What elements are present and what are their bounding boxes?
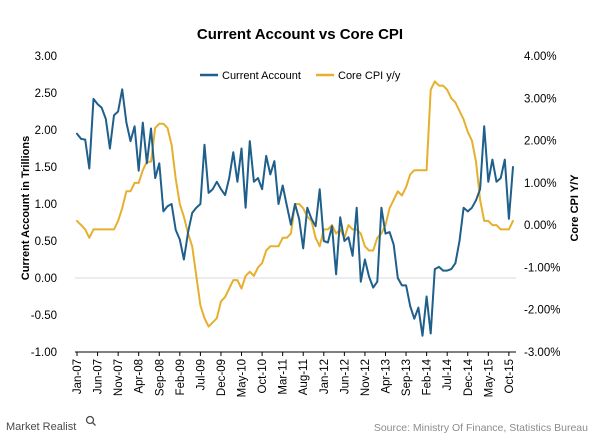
chart-title: Current Account vs Core CPI [197,26,403,43]
series-line-current-account [76,88,514,337]
x-tick-label: Aug-11 [298,359,310,395]
x-tick-label: Nov-12 [360,359,372,396]
x-tick-label: Jan-12 [319,359,331,394]
left-axis-ticks: 3.00 2.50 2.00 1.50 1.00 0.50 0.00 -0.50 -1.00 [31,51,57,359]
left-tick-label: 1.00 [35,199,57,211]
source-note: Source: Ministry Of Finance, Statistics … [374,422,588,434]
left-tick-label: 1.50 [35,162,57,174]
x-tick-label: Mar-11 [278,359,290,395]
left-axis-title: Current Account in Trillions [20,136,32,280]
x-tick-label: Sep-08 [154,359,166,396]
left-tick-label: 2.00 [35,125,57,137]
market-realist-logo: Market Realist [6,415,96,433]
x-tick-label: Jul-14 [442,358,454,390]
series-lines [76,80,514,337]
x-tick-label: Feb-14 [422,358,434,395]
x-tick-label: Apr-13 [380,359,392,394]
x-tick-label: Oct-10 [257,359,269,394]
x-tick-label: Jul-09 [195,359,207,390]
right-tick-label: -1.00% [524,262,560,274]
legend-label-current-account: Current Account [222,70,301,82]
magnifier-icon [85,415,96,426]
right-tick-label: -2.00% [524,305,560,317]
x-tick-label: Sep-13 [401,359,413,396]
right-axis-title: Core CPI Y/Y [569,174,581,242]
right-tick-label: 3.00% [524,93,557,105]
x-tick-label: Jan-07 [72,359,84,394]
left-tick-label: -0.50 [31,310,57,322]
x-tick-label: Jun-07 [93,359,105,394]
left-tick-label: 2.50 [35,88,57,100]
x-tick-label: Apr-08 [134,359,146,394]
right-tick-label: 2.00% [524,136,557,148]
right-tick-label: 4.00% [524,51,557,63]
left-tick-label: 3.00 [35,51,57,63]
right-tick-label: 0.00% [524,220,557,232]
right-axis-ticks: 4.00% 3.00% 2.00% 1.00% 0.00% -1.00% -2.00% -3.… [524,51,560,359]
x-tick-label: Nov-07 [113,359,125,396]
x-axis: Jan-07 Jun-07 Nov-07 Apr-08 Sep-08 Feb-09 Jul-… [72,351,516,397]
left-tick-label: 0.50 [35,236,57,248]
x-tick-label: Dec-14 [463,358,475,396]
x-tick-label: May-10 [237,359,249,397]
x-tick-label: Feb-09 [175,359,187,395]
x-tick-label: Jun-12 [339,359,351,394]
legend-label-core-cpi: Core CPI y/y [338,70,401,82]
left-tick-label: 0.00 [35,273,57,285]
x-tick-label: May-15 [483,359,495,397]
legend: Current Account Core CPI y/y [200,70,401,82]
right-tick-label: -3.00% [524,347,560,359]
logo-text: Market Realist [6,421,76,433]
left-tick-label: -1.00 [31,347,57,359]
right-tick-label: 1.00% [524,178,557,190]
x-tick-label: Oct-15 [504,359,516,394]
x-tick-label: Dec-09 [216,359,228,396]
